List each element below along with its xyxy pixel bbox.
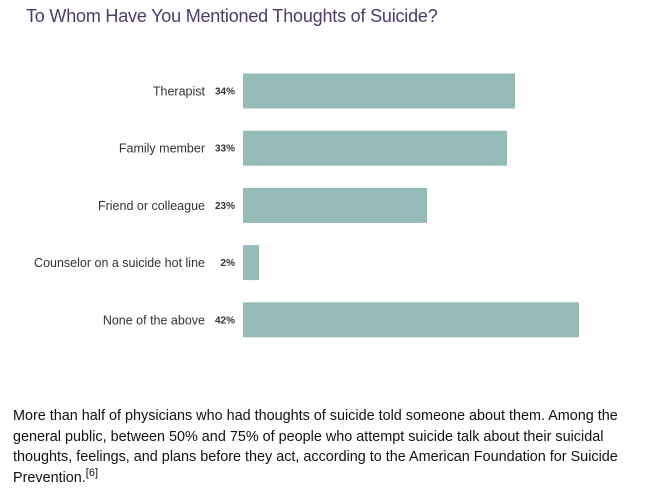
bar-3 — [243, 245, 259, 281]
category-label: Family member — [119, 142, 205, 156]
bar-0 — [243, 73, 515, 109]
value-label: 33% — [215, 144, 235, 155]
value-label: 42% — [215, 315, 235, 326]
chart-title: To Whom Have You Mentioned Thoughts of S… — [26, 6, 438, 26]
bar-4 — [243, 302, 579, 338]
category-label: Therapist — [153, 85, 206, 99]
value-label: 34% — [215, 87, 235, 98]
value-label: 23% — [215, 201, 235, 212]
caption: More than half of physicians who had tho… — [13, 406, 643, 488]
bars-layer: Therapist 34% Family member 33% Friend or co… — [34, 73, 579, 338]
category-label: Friend or colleague — [98, 199, 205, 213]
value-label: 2% — [221, 258, 236, 269]
category-label: None of the above — [103, 313, 205, 327]
category-label: Counselor on a suicide hot line — [34, 256, 205, 270]
bar-1 — [243, 130, 507, 166]
bar-2 — [243, 187, 427, 223]
caption-text: More than half of physicians who had tho… — [13, 408, 618, 486]
footnote-link[interactable]: [6] — [85, 466, 99, 479]
bar-chart: Therapist 34% Family member 33% Friend or co… — [34, 73, 579, 338]
